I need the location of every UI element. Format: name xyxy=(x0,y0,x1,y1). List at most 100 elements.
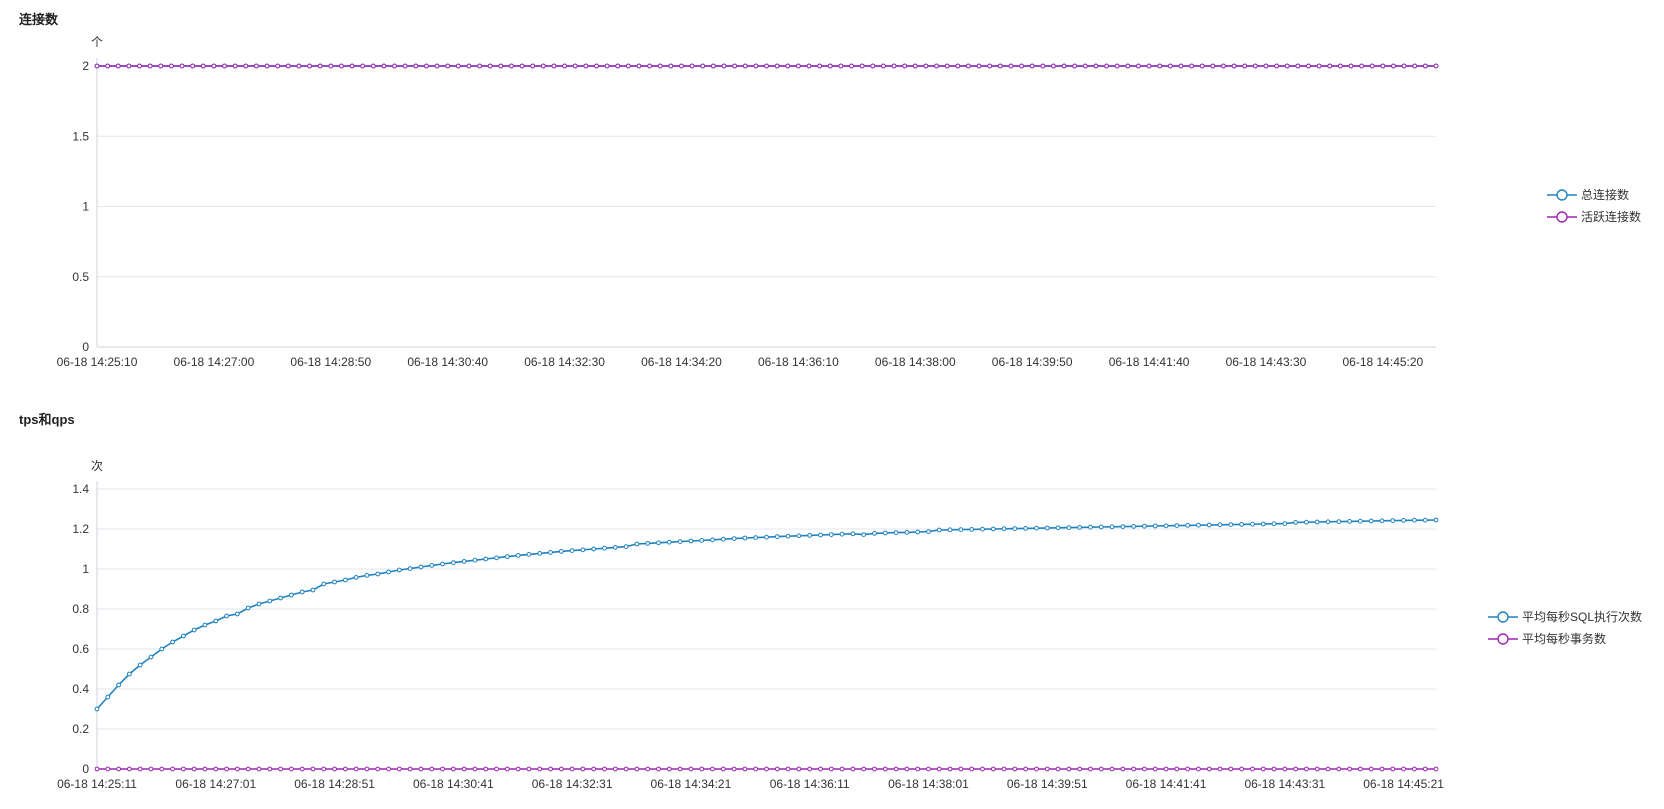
data-point[interactable] xyxy=(526,552,532,557)
data-point[interactable] xyxy=(1358,518,1363,524)
data-point[interactable] xyxy=(1293,766,1299,772)
data-point[interactable] xyxy=(850,766,856,772)
data-point[interactable] xyxy=(1088,524,1093,530)
legend-item[interactable]: 平均每秒事务数 xyxy=(1488,631,1606,646)
data-point[interactable] xyxy=(807,766,813,772)
data-point[interactable] xyxy=(288,766,294,772)
data-point[interactable] xyxy=(720,536,726,542)
data-point[interactable] xyxy=(105,766,111,772)
data-point[interactable] xyxy=(656,540,661,546)
data-point[interactable] xyxy=(904,766,910,772)
data-point[interactable] xyxy=(980,526,985,532)
data-point[interactable] xyxy=(602,545,607,551)
data-point[interactable] xyxy=(234,611,240,617)
data-point[interactable] xyxy=(191,766,197,772)
data-point[interactable] xyxy=(926,766,931,772)
data-point[interactable] xyxy=(530,63,536,69)
data-point[interactable] xyxy=(1422,766,1428,772)
data-point[interactable] xyxy=(190,63,196,69)
data-point[interactable] xyxy=(515,553,521,558)
data-point[interactable] xyxy=(1131,524,1137,529)
data-point[interactable] xyxy=(477,63,482,69)
data-point[interactable] xyxy=(1271,521,1277,527)
data-point[interactable] xyxy=(1358,766,1363,772)
data-point[interactable] xyxy=(1368,518,1374,524)
data-point[interactable] xyxy=(1422,517,1428,523)
data-point[interactable] xyxy=(594,63,599,69)
data-point[interactable] xyxy=(1174,523,1180,528)
data-point[interactable] xyxy=(699,538,705,543)
data-point[interactable] xyxy=(424,63,429,69)
data-point[interactable] xyxy=(839,766,845,772)
data-point[interactable] xyxy=(902,63,908,69)
data-point[interactable] xyxy=(850,531,856,537)
data-point[interactable] xyxy=(1306,63,1311,69)
data-point[interactable] xyxy=(828,766,834,772)
data-point[interactable] xyxy=(872,766,877,772)
data-point[interactable] xyxy=(137,662,143,668)
data-point[interactable] xyxy=(483,556,489,562)
data-point[interactable] xyxy=(339,63,344,69)
data-point[interactable] xyxy=(569,548,575,554)
data-point[interactable] xyxy=(548,766,553,772)
data-point[interactable] xyxy=(1412,766,1417,772)
data-point[interactable] xyxy=(1120,766,1126,772)
data-point[interactable] xyxy=(944,63,950,69)
data-point[interactable] xyxy=(396,567,402,573)
data-point[interactable] xyxy=(572,63,578,69)
data-point[interactable] xyxy=(796,533,802,539)
legend-item[interactable]: 总连接数 xyxy=(1547,187,1629,202)
data-point[interactable] xyxy=(94,706,100,712)
data-point[interactable] xyxy=(1044,525,1050,531)
data-point[interactable] xyxy=(1221,63,1226,69)
data-point[interactable] xyxy=(332,766,337,772)
data-point[interactable] xyxy=(753,63,759,69)
data-point[interactable] xyxy=(278,766,283,772)
data-point[interactable] xyxy=(413,63,419,69)
data-point[interactable] xyxy=(710,63,716,69)
data-point[interactable] xyxy=(1066,525,1072,530)
data-point[interactable] xyxy=(806,63,812,69)
data-point[interactable] xyxy=(1055,766,1061,772)
data-point[interactable] xyxy=(764,534,769,540)
data-point[interactable] xyxy=(537,766,543,772)
data-point[interactable] xyxy=(583,63,589,69)
data-point[interactable] xyxy=(487,63,493,69)
data-point[interactable] xyxy=(1136,63,1141,69)
data-point[interactable] xyxy=(859,63,865,69)
data-point[interactable] xyxy=(1368,766,1374,772)
data-point[interactable] xyxy=(445,63,451,69)
data-point[interactable] xyxy=(1142,766,1147,772)
data-point[interactable] xyxy=(526,766,532,772)
data-point[interactable] xyxy=(1163,523,1169,529)
data-point[interactable] xyxy=(1206,522,1212,528)
data-point[interactable] xyxy=(839,531,845,537)
data-point[interactable] xyxy=(1178,63,1184,69)
data-point[interactable] xyxy=(720,766,726,772)
data-point[interactable] xyxy=(958,766,964,772)
data-point[interactable] xyxy=(256,601,262,607)
data-point[interactable] xyxy=(969,526,975,532)
data-point[interactable] xyxy=(254,63,259,69)
data-point[interactable] xyxy=(1412,517,1417,523)
data-point[interactable] xyxy=(1066,766,1072,772)
data-point[interactable] xyxy=(1304,519,1309,525)
data-point[interactable] xyxy=(232,63,238,69)
data-point[interactable] xyxy=(838,63,844,69)
data-point[interactable] xyxy=(386,569,391,575)
data-point[interactable] xyxy=(817,63,823,69)
data-point[interactable] xyxy=(882,530,888,536)
data-point[interactable] xyxy=(1185,523,1191,528)
data-point[interactable] xyxy=(245,766,251,772)
data-point[interactable] xyxy=(656,766,661,772)
data-point[interactable] xyxy=(1206,766,1212,772)
data-point[interactable] xyxy=(364,766,370,772)
data-point[interactable] xyxy=(958,527,964,533)
data-point[interactable] xyxy=(137,63,142,69)
data-point[interactable] xyxy=(1157,63,1163,69)
legend-item[interactable]: 平均每秒SQL执行次数 xyxy=(1488,609,1642,624)
data-point[interactable] xyxy=(375,571,381,577)
data-point[interactable] xyxy=(1146,63,1152,69)
data-point[interactable] xyxy=(1142,523,1147,529)
data-point[interactable] xyxy=(494,766,499,772)
